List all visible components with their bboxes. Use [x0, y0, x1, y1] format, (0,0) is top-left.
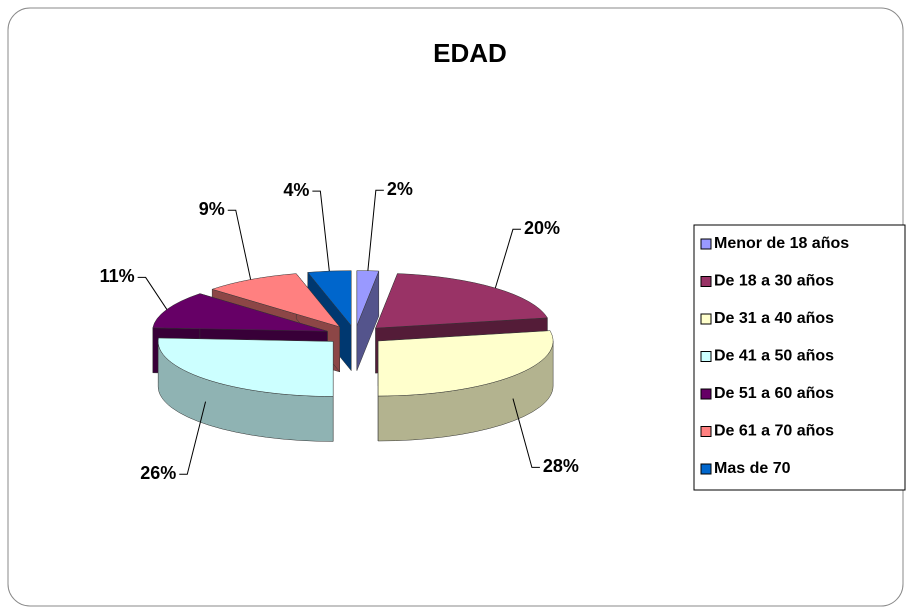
leader-line — [367, 189, 384, 271]
legend-label: De 51 a 60 años — [714, 385, 834, 402]
leader-line — [179, 401, 207, 475]
data-label: 20% — [524, 218, 560, 238]
legend-swatch — [700, 351, 712, 362]
legend-swatch — [700, 276, 712, 287]
data-label: 2% — [387, 179, 413, 199]
slice — [152, 293, 328, 332]
slice — [211, 273, 341, 328]
data-label: 9% — [199, 199, 225, 219]
leader-line — [512, 398, 540, 468]
legend-swatch — [700, 238, 712, 250]
data-label: 11% — [100, 266, 135, 286]
legend-box — [693, 224, 906, 491]
slice — [307, 270, 352, 327]
leader-line — [227, 209, 252, 280]
legend-label: De 31 a 40 años — [714, 310, 834, 327]
data-label: 26% — [140, 463, 176, 483]
legend-label: Menor de 18 años — [714, 235, 849, 252]
legend-label: Mas de 70 — [714, 460, 791, 477]
data-label: 4% — [283, 180, 309, 200]
legend-label: De 61 a 70 años — [714, 423, 834, 440]
legend-label: De 41 a 50 años — [714, 348, 834, 365]
data-label: 28% — [543, 456, 579, 476]
slice — [157, 337, 334, 397]
legend-swatch — [700, 388, 712, 400]
chart-title: EDAD — [433, 38, 507, 68]
slice — [377, 330, 554, 397]
legend-label: De 18 a 30 años — [714, 273, 834, 290]
leader-line — [494, 228, 521, 289]
legend-swatch — [700, 463, 712, 475]
leader-line — [137, 276, 168, 310]
slice — [375, 273, 548, 329]
legend-swatch — [700, 313, 712, 325]
legend-swatch — [700, 426, 712, 437]
slice — [356, 270, 380, 326]
leader-line — [312, 190, 330, 272]
